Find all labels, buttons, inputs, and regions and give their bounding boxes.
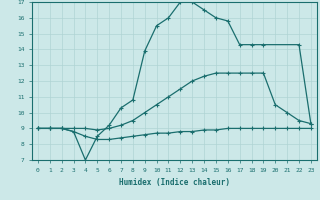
X-axis label: Humidex (Indice chaleur): Humidex (Indice chaleur) <box>119 178 230 187</box>
